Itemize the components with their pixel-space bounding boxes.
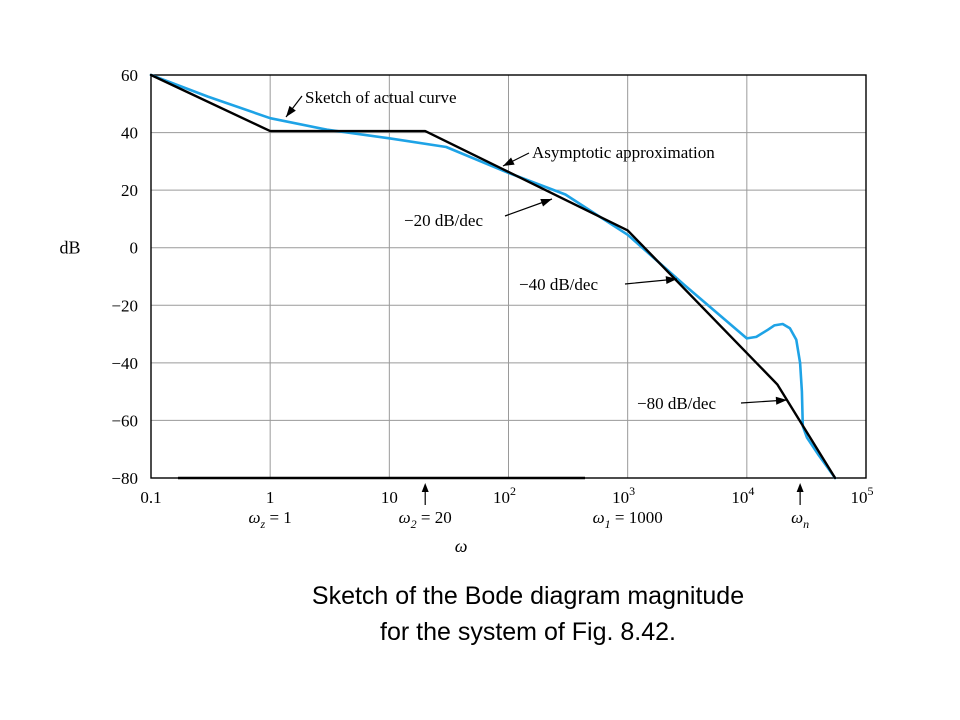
corner-frequency-label: ω2 = 20 [399,508,452,531]
x-tick-label: 1 [266,488,275,507]
y-tick-label: 60 [121,66,138,85]
annotation-slope-40: −40 dB/dec [519,275,598,294]
y-tick-label: 0 [130,239,139,258]
corner-frequency-label: ωz = 1 [249,508,292,531]
x-axis-label: ω [455,536,468,556]
annotation-slope-20: −20 dB/dec [404,211,483,230]
annotation-slope-80: −80 dB/dec [637,394,716,413]
annotation-arrow-head [540,198,552,207]
y-tick-label: −80 [111,469,138,488]
x-tick-label: 103 [612,484,635,507]
annotation-arrows [285,95,788,405]
corner-frequency-label: ω1 = 1000 [593,508,663,531]
x-tick-label: 104 [731,484,754,507]
y-tick-label: −20 [111,296,138,315]
annotation-arrow-head [665,276,677,285]
annotation-arrow-head [775,396,787,405]
y-tick-label: 40 [121,124,138,143]
series-asymptote [149,73,837,480]
x-tick-label: 102 [493,484,516,507]
y-axis-label: dB [59,238,80,258]
corner-frequency-label: ωn [791,508,809,531]
series-actual [149,73,837,480]
annotations: Sketch of actual curve Asymptotic approx… [305,88,716,413]
figure-caption: Sketch of the Bode diagram magnitude for… [0,578,960,650]
corner-markers: ωz = 1 ω2 = 20 ω1 = 1000 ωn [249,483,809,531]
series-group [149,73,837,480]
x-tick-label: 105 [851,484,874,507]
marker-arrow-head [796,483,804,492]
y-tick-label: −60 [111,411,138,430]
bode-magnitude-chart: 60 40 20 0 −20 −40 −60 −80 0.1 1 10 102 103 104 105 d… [59,66,873,556]
annotation-actual-curve: Sketch of actual curve [305,88,457,107]
grid [151,75,866,478]
marker-arrow-head [421,483,429,492]
x-tick-label: 10 [381,488,398,507]
x-tick-labels: 0.1 1 10 102 103 104 105 [140,484,873,507]
y-tick-labels: 60 40 20 0 −20 −40 −60 −80 [111,66,138,488]
x-tick-label: 0.1 [140,488,161,507]
annotation-arrow-head [503,157,515,166]
y-tick-label: −40 [111,354,138,373]
caption-line-2: for the system of Fig. 8.42. [380,618,676,646]
caption-line-1: Sketch of the Bode diagram magnitude [311,582,745,610]
annotation-asymptotic: Asymptotic approximation [532,143,715,162]
annotation-arrow-head [286,105,296,117]
y-tick-label: 20 [121,181,138,200]
